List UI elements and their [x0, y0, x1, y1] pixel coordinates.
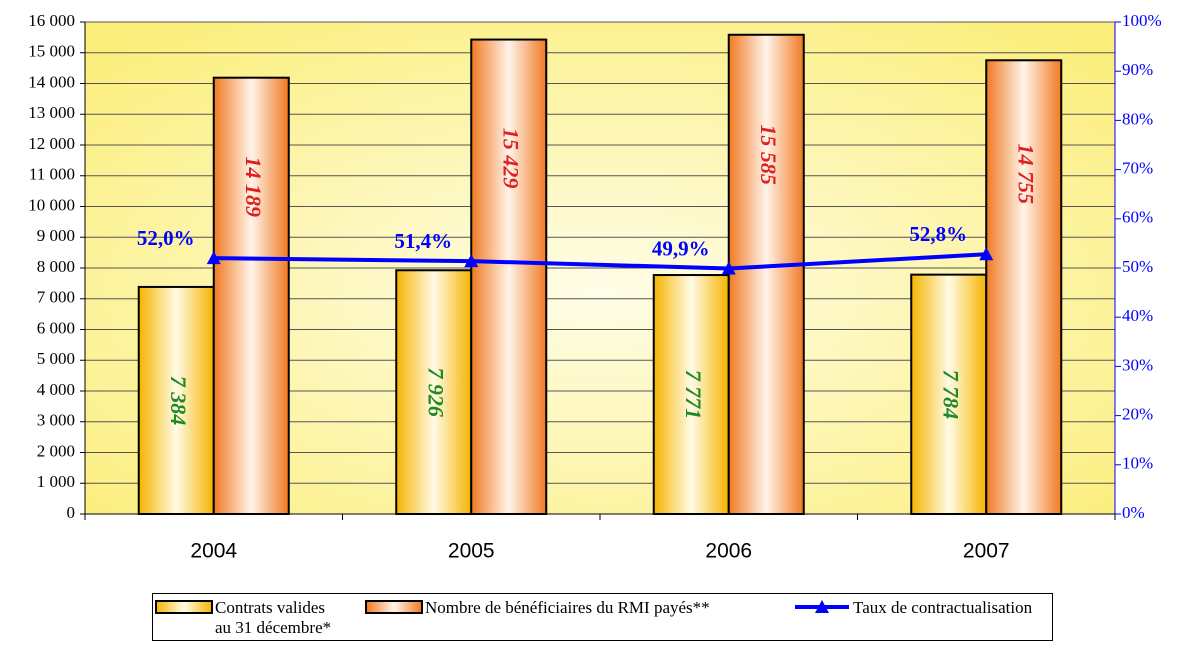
- bar: [985, 59, 1063, 515]
- data-label: 7 771: [681, 370, 706, 420]
- legend: Contrats valides au 31 décembre* Nombre d…: [152, 593, 1053, 641]
- x-tick-label: 2006: [705, 540, 752, 563]
- legend-box: [365, 600, 423, 614]
- marker: [206, 251, 221, 265]
- chart: 0 1 000 2 000 3 000 4 000 5 000 6 000 7 000 8 00…: [28, 11, 1162, 563]
- data-label: 14 755: [1014, 143, 1039, 204]
- bar: [137, 285, 215, 515]
- marker: [721, 261, 736, 275]
- data-label: 52,0%: [137, 226, 195, 250]
- y-tick-label: 11 000: [29, 165, 75, 184]
- y-tick-label: 2 000: [37, 441, 75, 460]
- y2-tick-label: 30%: [1122, 355, 1153, 374]
- x-tick-label: 2007: [963, 540, 1010, 563]
- line: [213, 252, 987, 271]
- bar: [470, 38, 548, 515]
- data-label: 14 189: [241, 157, 266, 218]
- bar: [652, 274, 730, 515]
- y2-tick-label: 90%: [1122, 60, 1153, 79]
- x-tick-label: 2005: [448, 540, 495, 563]
- y2-tick-label: 80%: [1122, 109, 1153, 128]
- legend-box: [155, 600, 213, 614]
- marker: [464, 254, 479, 268]
- y-tick-label: 5 000: [37, 349, 75, 368]
- legend-item: Taux de contractualisation: [793, 598, 1053, 618]
- y-tick-label: 16 000: [28, 11, 75, 30]
- data-label: 51,4%: [394, 229, 452, 253]
- y-tick-label: 13 000: [28, 103, 75, 122]
- data-label: 15 585: [756, 124, 781, 185]
- y-tick-label: 10 000: [28, 195, 75, 214]
- y2-tick-label: 50%: [1122, 257, 1153, 276]
- y-tick-label: 0: [67, 503, 76, 522]
- legend-marker: [815, 600, 829, 613]
- y2-tick-label: 60%: [1122, 208, 1153, 227]
- legend-label: Contrats valides au 31 décembre*: [215, 598, 332, 637]
- y2-tick-label: 0%: [1122, 503, 1145, 522]
- legend-swatch: [795, 600, 849, 613]
- legend-item: Nombre de bénéficiaires du RMI payés**: [365, 598, 785, 618]
- y-tick-label: 6 000: [37, 318, 75, 337]
- y-tick-label: 4 000: [37, 380, 75, 399]
- bar: [727, 33, 805, 515]
- data-label: 7 784: [939, 370, 964, 420]
- y-tick-label: 15 000: [28, 42, 75, 61]
- legend-swatch: [365, 600, 423, 614]
- y-tick-label: 14 000: [28, 72, 75, 91]
- y-tick-label: 3 000: [37, 411, 75, 430]
- y-tick-label: 7 000: [37, 288, 75, 307]
- bar: [212, 76, 290, 515]
- legend-swatch: [155, 600, 213, 614]
- bar: [395, 269, 473, 516]
- y2-tick-label: 20%: [1122, 405, 1153, 424]
- legend-label: Nombre de bénéficiaires du RMI payés**: [425, 598, 710, 617]
- data-label: 49,9%: [652, 236, 710, 260]
- data-label: 15 429: [499, 128, 524, 189]
- y2-tick-label: 70%: [1122, 159, 1153, 178]
- legend-item: Contrats valides au 31 décembre*: [155, 598, 355, 638]
- y-tick-label: 1 000: [37, 472, 75, 491]
- y-tick-label: 9 000: [37, 226, 75, 245]
- y2-tick-label: 10%: [1122, 454, 1153, 473]
- bar: [910, 273, 988, 515]
- y-tick-label: 8 000: [37, 257, 75, 276]
- data-label: 7 926: [424, 367, 449, 417]
- data-label: 7 384: [166, 376, 191, 426]
- marker: [979, 247, 994, 261]
- legend-label: Taux de contractualisation: [853, 598, 1033, 617]
- y2-tick-label: 40%: [1122, 306, 1153, 325]
- x-tick-label: 2004: [190, 540, 237, 563]
- data-label: 52,8%: [909, 222, 967, 246]
- y-tick-label: 12 000: [28, 134, 75, 153]
- y2-tick-label: 100%: [1122, 11, 1162, 30]
